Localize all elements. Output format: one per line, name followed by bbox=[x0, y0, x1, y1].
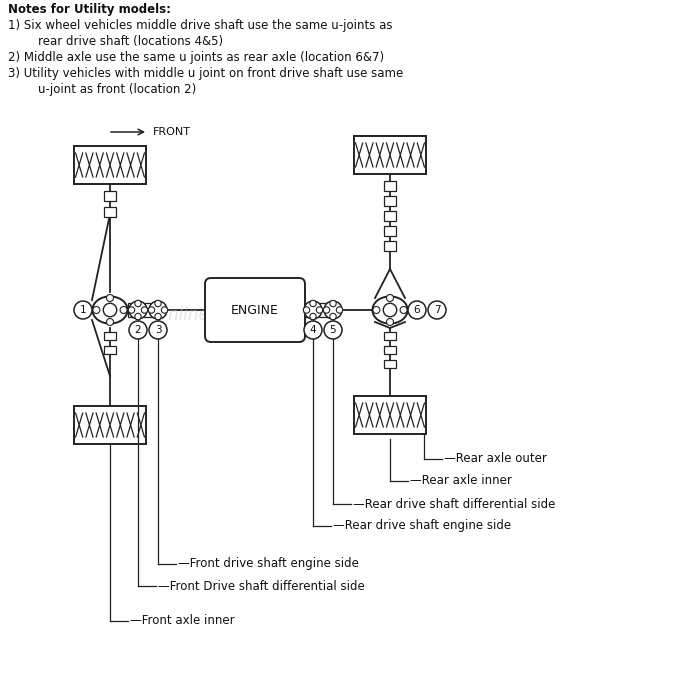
Text: ENGINE: ENGINE bbox=[231, 304, 279, 316]
Circle shape bbox=[373, 307, 380, 314]
Polygon shape bbox=[104, 191, 116, 201]
Circle shape bbox=[104, 303, 117, 316]
Text: 5: 5 bbox=[330, 325, 336, 335]
Circle shape bbox=[304, 321, 322, 339]
Polygon shape bbox=[384, 346, 396, 354]
Text: —Front Drive shaft differential side: —Front Drive shaft differential side bbox=[158, 580, 365, 592]
Circle shape bbox=[316, 307, 323, 313]
Polygon shape bbox=[104, 207, 116, 217]
Circle shape bbox=[324, 321, 342, 339]
Circle shape bbox=[128, 307, 134, 313]
Circle shape bbox=[149, 301, 167, 319]
Polygon shape bbox=[144, 311, 156, 317]
FancyBboxPatch shape bbox=[354, 136, 426, 174]
Circle shape bbox=[330, 300, 336, 307]
Circle shape bbox=[129, 321, 147, 339]
Polygon shape bbox=[384, 211, 396, 221]
Polygon shape bbox=[384, 360, 396, 368]
Text: —Front axle inner: —Front axle inner bbox=[130, 615, 234, 627]
Text: —Rear drive shaft differential side: —Rear drive shaft differential side bbox=[353, 498, 555, 510]
Circle shape bbox=[149, 321, 167, 339]
Text: —Rear axle inner: —Rear axle inner bbox=[410, 475, 512, 487]
Polygon shape bbox=[384, 241, 396, 251]
Circle shape bbox=[135, 314, 141, 320]
Text: u-joint as front (location 2): u-joint as front (location 2) bbox=[8, 83, 196, 96]
Circle shape bbox=[386, 318, 393, 326]
Text: 1: 1 bbox=[80, 305, 86, 315]
Polygon shape bbox=[303, 303, 315, 309]
Polygon shape bbox=[104, 332, 116, 340]
Circle shape bbox=[106, 318, 113, 326]
Text: 2: 2 bbox=[134, 325, 141, 335]
Circle shape bbox=[155, 314, 161, 320]
Text: 3) Utility vehicles with middle u joint on front drive shaft use same: 3) Utility vehicles with middle u joint … bbox=[8, 67, 403, 80]
Text: 1) Six wheel vehicles middle drive shaft use the same u-joints as: 1) Six wheel vehicles middle drive shaft… bbox=[8, 19, 393, 32]
Text: 6: 6 bbox=[414, 305, 420, 315]
Ellipse shape bbox=[92, 296, 127, 323]
Polygon shape bbox=[384, 181, 396, 191]
FancyBboxPatch shape bbox=[74, 146, 146, 184]
Circle shape bbox=[336, 307, 343, 313]
FancyBboxPatch shape bbox=[74, 406, 146, 444]
Circle shape bbox=[93, 307, 100, 314]
Polygon shape bbox=[104, 346, 116, 354]
Text: Notes for Utility models:: Notes for Utility models: bbox=[8, 3, 171, 16]
Text: —Front drive shaft engine side: —Front drive shaft engine side bbox=[178, 557, 359, 570]
Circle shape bbox=[428, 301, 446, 319]
Circle shape bbox=[155, 300, 161, 307]
Polygon shape bbox=[303, 311, 315, 317]
Polygon shape bbox=[128, 303, 140, 309]
Circle shape bbox=[135, 300, 141, 307]
FancyBboxPatch shape bbox=[354, 396, 426, 434]
Polygon shape bbox=[319, 303, 331, 309]
Text: 7: 7 bbox=[434, 305, 440, 315]
Text: 2) Middle axle use the same u joints as rear axle (location 6&7): 2) Middle axle use the same u joints as … bbox=[8, 51, 384, 64]
Circle shape bbox=[310, 314, 316, 320]
Circle shape bbox=[310, 300, 316, 307]
Text: —Rear drive shaft engine side: —Rear drive shaft engine side bbox=[333, 519, 511, 533]
Circle shape bbox=[384, 303, 397, 316]
Circle shape bbox=[120, 307, 127, 314]
Circle shape bbox=[129, 301, 147, 319]
Polygon shape bbox=[144, 303, 156, 309]
Circle shape bbox=[148, 307, 155, 313]
Circle shape bbox=[330, 314, 336, 320]
Circle shape bbox=[161, 307, 168, 313]
Polygon shape bbox=[384, 332, 396, 340]
Text: 4: 4 bbox=[309, 325, 316, 335]
Circle shape bbox=[304, 301, 322, 319]
Circle shape bbox=[386, 295, 393, 302]
FancyBboxPatch shape bbox=[205, 278, 305, 342]
Circle shape bbox=[74, 301, 92, 319]
Text: Onlinemoto Limited: Onlinemoto Limited bbox=[155, 306, 319, 324]
Circle shape bbox=[324, 301, 342, 319]
Text: rear drive shaft (locations 4&5): rear drive shaft (locations 4&5) bbox=[8, 35, 223, 48]
Ellipse shape bbox=[372, 296, 407, 323]
Circle shape bbox=[400, 307, 407, 314]
Circle shape bbox=[408, 301, 426, 319]
Text: —Rear axle outer: —Rear axle outer bbox=[444, 452, 547, 466]
Circle shape bbox=[106, 295, 113, 302]
Polygon shape bbox=[384, 196, 396, 206]
Circle shape bbox=[303, 307, 309, 313]
Text: FRONT: FRONT bbox=[153, 127, 191, 137]
Circle shape bbox=[323, 307, 330, 313]
Polygon shape bbox=[384, 226, 396, 236]
Polygon shape bbox=[319, 311, 331, 317]
Text: 3: 3 bbox=[155, 325, 161, 335]
Circle shape bbox=[141, 307, 148, 313]
Polygon shape bbox=[128, 311, 140, 317]
